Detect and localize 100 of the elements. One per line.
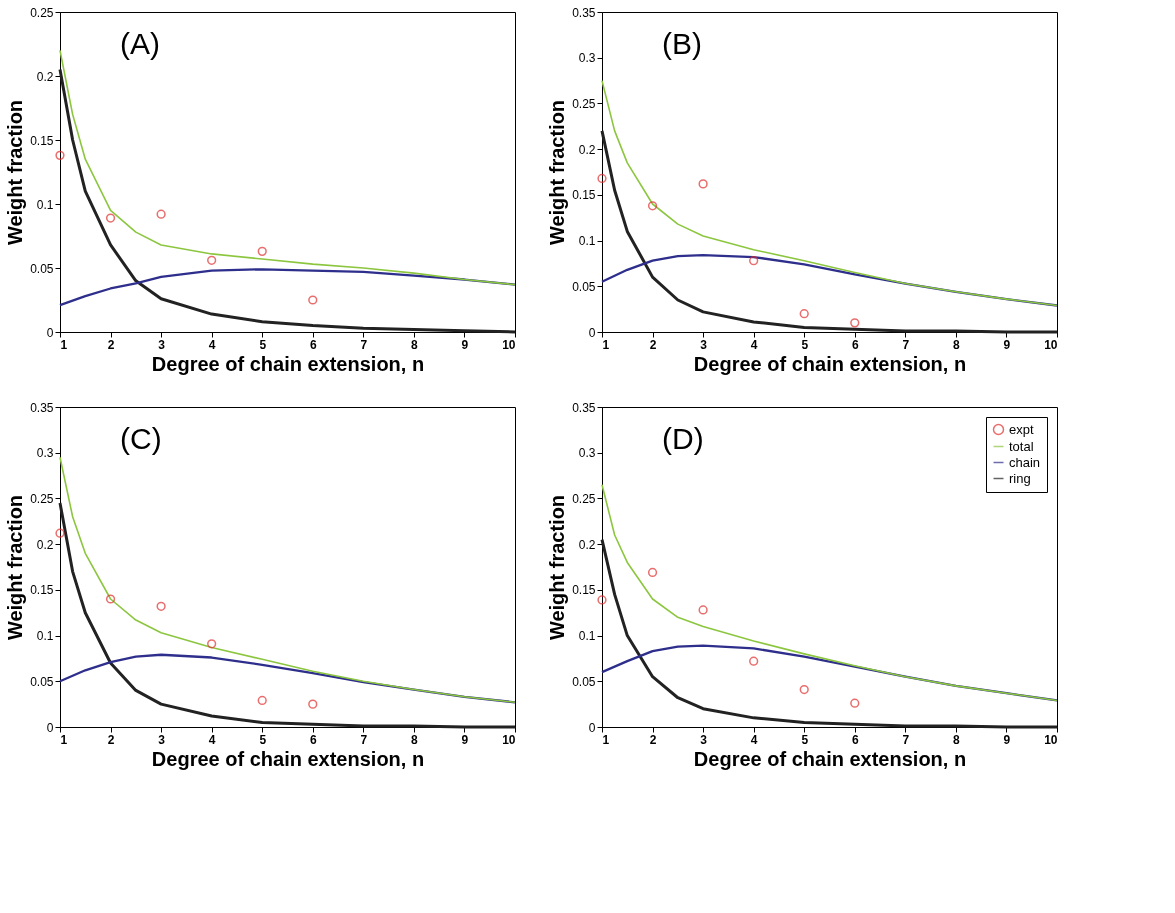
- y-tick-label: 0.35: [572, 400, 596, 415]
- x-tick-label: 6: [309, 337, 317, 352]
- point: [105, 594, 116, 604]
- y-axis-title: Weight fraction: [4, 99, 27, 246]
- x-tick-label: 7: [902, 732, 910, 747]
- line-series: [59, 456, 516, 704]
- point: [647, 567, 658, 578]
- x-tick-label: 3: [700, 732, 708, 747]
- y-axis-title: Weight fraction: [546, 494, 569, 641]
- y-tick-label: 0.1: [36, 629, 54, 644]
- point: [55, 150, 65, 160]
- line-series: [58, 501, 517, 729]
- point: [597, 595, 607, 605]
- y-tick-label: 0.1: [36, 197, 54, 212]
- point: [105, 213, 116, 223]
- x-axis-title: Degree of chain extension, n: [693, 352, 967, 375]
- x-axis-title: Degree of chain extension, n: [693, 747, 967, 770]
- x-tick-label: 6: [851, 732, 859, 747]
- y-tick-label: 0: [46, 325, 54, 340]
- y-tick-label: 0.1: [578, 234, 596, 249]
- x-tick-label: 8: [953, 337, 961, 352]
- legend-label: expt: [1009, 421, 1034, 437]
- y-tick-label: 0.3: [36, 446, 54, 461]
- y-tick-label: 0.15: [30, 583, 54, 598]
- x-tick-label: 5: [259, 337, 267, 352]
- point: [749, 656, 759, 666]
- point: [308, 699, 318, 709]
- y-axis-title: Weight fraction: [546, 99, 569, 246]
- point: [156, 209, 166, 219]
- y-tick-label: 0.35: [572, 5, 596, 20]
- y-tick-label: 0.3: [578, 446, 596, 461]
- y-tick-label: 0.2: [578, 142, 596, 157]
- y-tick-label: 0.05: [30, 261, 54, 276]
- x-tick-label: 8: [953, 732, 961, 747]
- y-tick-label: 0.15: [30, 133, 54, 148]
- x-tick-label: 3: [158, 732, 166, 747]
- y-tick-label: 0.05: [572, 279, 596, 294]
- x-tick-label: 5: [259, 732, 267, 747]
- point: [55, 528, 65, 538]
- x-tick-label: 2: [649, 337, 657, 352]
- annotation: (A): [120, 27, 160, 60]
- x-tick-label: 2: [107, 337, 115, 352]
- x-tick-label: 2: [649, 732, 657, 747]
- x-tick-label: 4: [208, 337, 216, 352]
- y-tick-label: 0.2: [578, 537, 596, 552]
- y-tick-label: 0.3: [578, 51, 596, 66]
- y-tick-label: 0.25: [572, 491, 596, 506]
- y-tick-label: 0.35: [30, 400, 54, 415]
- x-tick-label: 4: [208, 732, 216, 747]
- annotation: (B): [662, 27, 702, 60]
- point: [597, 173, 607, 184]
- point: [850, 698, 860, 708]
- x-tick-label: 6: [851, 337, 859, 352]
- line-series: [600, 129, 1059, 334]
- x-tick-label: 9: [1003, 337, 1011, 352]
- annotation: (C): [120, 422, 162, 455]
- y-tick-label: 0.25: [30, 5, 54, 20]
- x-tick-label: 7: [902, 337, 910, 352]
- y-tick-label: 0.05: [572, 674, 596, 689]
- point: [749, 256, 759, 266]
- y-tick-label: 0.05: [30, 674, 54, 689]
- point: [207, 639, 217, 649]
- x-tick-label: 7: [360, 732, 368, 747]
- y-tick-label: 0: [46, 720, 54, 735]
- x-tick-label: 1: [60, 337, 68, 352]
- x-tick-label: 5: [801, 337, 809, 352]
- point: [207, 255, 217, 265]
- point: [257, 246, 267, 256]
- point: [308, 295, 318, 305]
- x-tick-label: 3: [158, 337, 166, 352]
- y-tick-label: 0: [588, 325, 596, 340]
- x-tick-label: 7: [360, 337, 368, 352]
- legend-label: ring: [1009, 470, 1031, 486]
- x-tick-label: 10: [1044, 732, 1058, 747]
- point: [257, 695, 267, 706]
- point: [698, 605, 708, 615]
- x-tick-label: 9: [461, 337, 469, 352]
- x-tick-label: 8: [411, 337, 419, 352]
- point: [698, 179, 708, 189]
- point: [647, 201, 658, 211]
- x-tick-label: 10: [502, 337, 516, 352]
- line-series: [600, 254, 1059, 307]
- line-series: [58, 268, 517, 307]
- y-tick-label: 0.25: [572, 96, 596, 111]
- annotation: (D): [662, 422, 704, 455]
- line-series: [601, 79, 1058, 307]
- y-tick-label: 0: [588, 720, 596, 735]
- y-tick-label: 0.1: [578, 629, 596, 644]
- line-series: [600, 538, 1059, 729]
- x-tick-label: 10: [1044, 337, 1058, 352]
- line-series: [58, 68, 517, 334]
- x-tick-label: 3: [700, 337, 708, 352]
- x-axis-title: Degree of chain extension, n: [151, 352, 425, 375]
- legend-label: total: [1009, 438, 1034, 454]
- point: [799, 309, 809, 319]
- point: [850, 318, 860, 328]
- point: [799, 684, 809, 695]
- x-axis-title: Degree of chain extension, n: [151, 747, 425, 770]
- x-tick-label: 6: [309, 732, 317, 747]
- x-tick-label: 1: [60, 732, 68, 747]
